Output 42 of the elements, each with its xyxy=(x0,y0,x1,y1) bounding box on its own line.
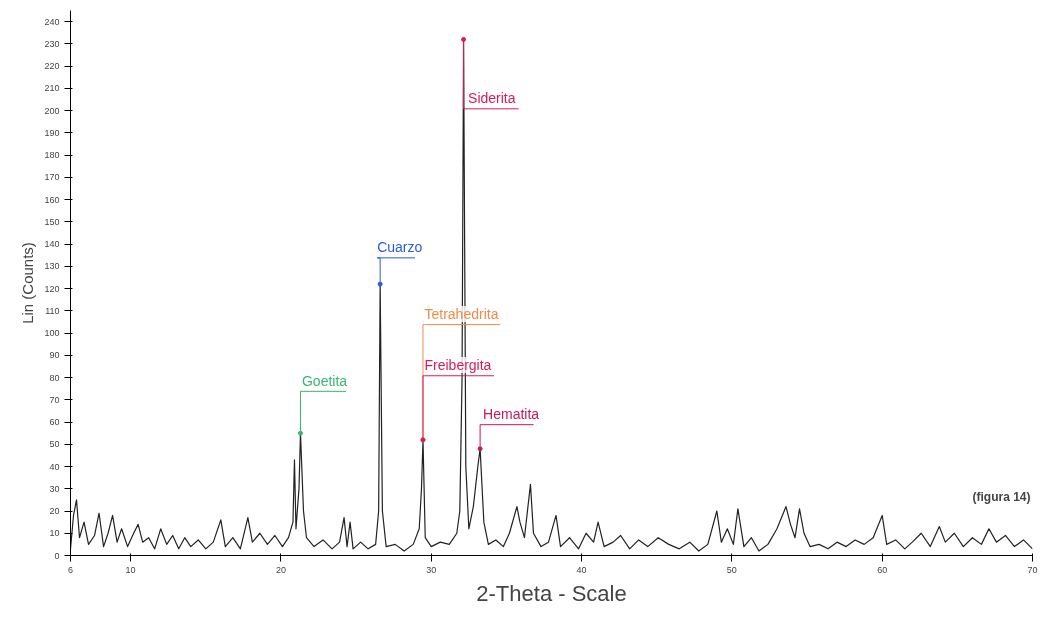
y-tick-label: 70 xyxy=(49,394,60,405)
x-tick-label: 50 xyxy=(726,564,737,575)
annotation: Tetrahedrita xyxy=(424,305,499,322)
x-tick-label: 6 xyxy=(68,564,74,575)
y-tick-label: 60 xyxy=(49,417,60,428)
x-tick-label: 10 xyxy=(125,564,136,575)
annotation: Goetita xyxy=(301,372,348,389)
y-tick-label: 220 xyxy=(44,61,60,72)
annotation: Cuarzo xyxy=(377,239,423,256)
annotation: (figura 14) xyxy=(972,489,1031,504)
y-tick-label: 110 xyxy=(45,305,60,316)
y-tick-label: 210 xyxy=(44,83,60,94)
y-tick-label: 10 xyxy=(49,528,60,539)
y-tick-label: 130 xyxy=(44,261,60,272)
x-axis-title: 2-Theta - Scale xyxy=(476,580,627,606)
y-tick-label: 20 xyxy=(49,506,60,517)
y-tick-label: 50 xyxy=(49,439,60,450)
y-axis-title: Lin (Counts) xyxy=(19,242,37,324)
annotation: Hematita xyxy=(483,406,540,423)
y-tick-label: 240 xyxy=(44,16,60,27)
y-tick-label: 170 xyxy=(44,172,60,183)
y-tick-label: 100 xyxy=(44,328,60,339)
annotation: Freibergita xyxy=(424,357,492,374)
y-tick-label: 230 xyxy=(44,38,60,49)
x-tick-label: 30 xyxy=(426,564,437,575)
y-tick-label: 120 xyxy=(44,283,60,294)
x-tick-label: 70 xyxy=(1027,564,1038,575)
x-tick-label: 40 xyxy=(576,564,587,575)
y-tick-label: 150 xyxy=(44,216,60,227)
annotation: Siderita xyxy=(468,90,516,107)
y-tick-label: 0 xyxy=(54,550,60,561)
y-tick-label: 160 xyxy=(44,194,60,205)
y-tick-label: 80 xyxy=(49,372,60,383)
y-tick-label: 190 xyxy=(44,127,60,138)
y-tick-label: 40 xyxy=(49,461,60,472)
y-tick-label: 30 xyxy=(49,483,60,494)
x-tick-label: 60 xyxy=(877,564,888,575)
x-tick-label: 20 xyxy=(275,564,286,575)
y-tick-label: 200 xyxy=(44,105,60,116)
y-tick-label: 180 xyxy=(44,150,60,161)
y-tick-label: 90 xyxy=(49,350,60,361)
y-tick-label: 140 xyxy=(44,239,60,250)
